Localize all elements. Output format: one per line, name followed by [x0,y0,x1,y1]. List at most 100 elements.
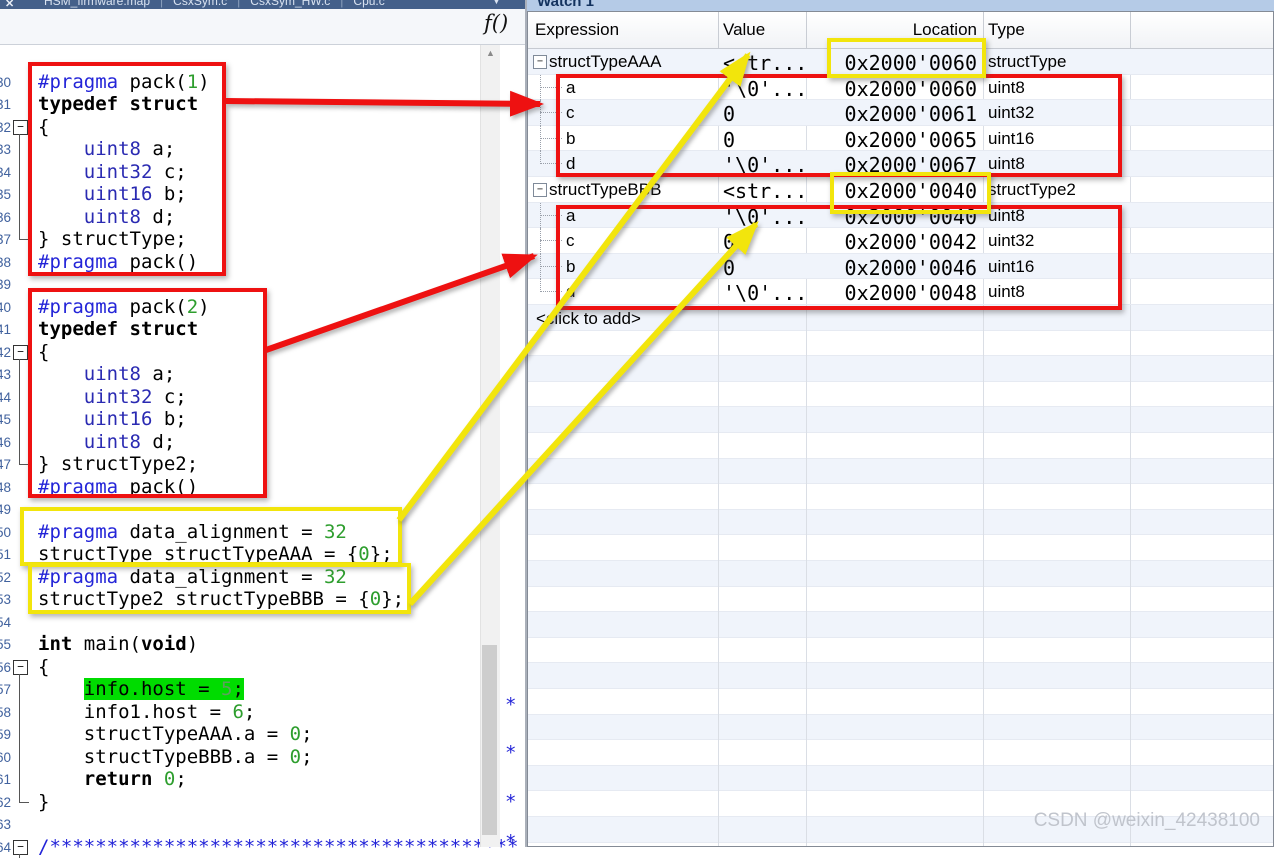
watch-expression: d [566,282,576,302]
watch-empty-row [528,433,1273,459]
watch-row-a[interactable]: a '\0'... 0x2000'0040 uint8 [528,202,1273,229]
watch-empty-row [528,356,1273,382]
code-editor-pane: ✕ HSM_firmware.map | CsxSym.c | CsxSym_HW.c |… [0,0,527,858]
fold-margin [12,251,36,274]
watch-type: structType [988,52,1067,71]
tree-line [540,240,562,242]
column-header-type[interactable]: Type [988,20,1025,39]
tab-list: HSM_firmware.map | CsxSym.c | CsxSym_HW.c | Cp… [34,0,395,8]
code-line-60: 60 structTypeBBB.a = 0; [0,745,525,769]
column-header-value[interactable]: Value [723,20,766,39]
fold-margin: − [12,341,36,364]
code-text: typedef struct [38,318,199,341]
watch-empty-row [528,714,1273,741]
column-header-expression[interactable]: Expression [535,20,620,39]
tab-Cpu.c[interactable]: Cpu.c [353,0,385,8]
watermark: CSDN @weixin_42438100 [1033,810,1260,831]
tab-separator: | [160,0,164,8]
watch-row-a[interactable]: a '\0'... 0x2000'0060 uint8 [528,74,1273,101]
watch-empty-row [528,689,1273,715]
fold-line [19,183,20,206]
fold-collapse-icon[interactable]: − [13,659,28,675]
watch-grid: <click to add> − structTypeAAA <str... 0x20… [528,49,1273,846]
watch-empty-row [528,407,1273,433]
watch-empty-row [528,740,1273,766]
fold-collapse-icon[interactable]: − [13,119,28,135]
code-text: structTypeAAA.a = 0; [38,723,313,746]
code-text: { [38,115,50,138]
code-text: structType structTypeAAA = {0}; [38,543,393,566]
watch-empty-row [528,509,1273,536]
column-header-location[interactable]: Location [912,20,977,39]
line-number: 50 [0,524,11,540]
fold-collapse-icon[interactable]: − [13,344,28,360]
watch-expression: structTypeBBB [549,180,662,199]
line-number: 63 [0,817,11,833]
watch-location: 0x2000'0042 [844,230,977,255]
tab-HSM_firmware.map[interactable]: HSM_firmware.map [44,0,151,8]
line-number: 32 [0,119,11,135]
column-divider[interactable] [718,12,719,48]
fold-margin [12,723,36,746]
tab-overflow-chevron-icon[interactable]: ▼ [492,0,501,6]
expand-toggle-icon[interactable]: − [533,183,547,197]
tree-line [540,86,562,88]
watch-row-b[interactable]: b 0 0x2000'0065 uint16 [528,125,1273,152]
tab-CsxSym_HW.c[interactable]: CsxSym_HW.c [250,0,331,8]
watch-add-row[interactable]: <click to add> [536,309,641,328]
line-number: 35 [0,187,11,203]
fold-margin [12,93,36,116]
expand-toggle-icon[interactable]: − [533,55,547,69]
column-divider[interactable] [806,12,807,48]
watch-row-structTypeAAA[interactable]: − structTypeAAA <str... 0x2000'0060 structTy… [528,49,1273,75]
fold-collapse-icon[interactable]: − [13,839,28,855]
code-text: #pragma pack() [38,250,199,273]
fold-margin [12,476,36,499]
watch-location: 0x2000'0067 [844,153,977,178]
tab-separator: | [340,0,344,8]
line-number: 59 [0,727,11,743]
watch-empty-row [528,663,1273,689]
watch-empty-row [528,458,1273,485]
watch-empty-row [528,331,1273,357]
code-line-40: 40 #pragma pack(2) [0,296,525,319]
column-divider[interactable] [983,12,984,48]
code-text: structTypeBBB.a = 0; [38,745,313,768]
fold-margin [12,498,36,521]
fold-line [19,430,20,454]
fold-margin [12,543,36,566]
function-list-button[interactable]: f() [484,11,509,35]
fold-line [19,768,20,791]
watch-value: '\0'... [723,153,808,178]
fold-line [19,745,20,769]
column-divider[interactable] [1130,12,1131,48]
close-icon[interactable]: ✕ [5,0,15,9]
watch-row-b[interactable]: b 0 0x2000'0046 uint16 [528,253,1273,280]
highlighted-code: ; [232,678,244,701]
line-number: 62 [0,794,11,810]
watch-row-d[interactable]: d '\0'... 0x2000'0048 uint8 [528,279,1273,305]
code-area[interactable]: 30#pragma pack(1)31typedef struct32−{33 … [0,45,525,858]
line-number: 44 [0,389,11,405]
code-line-39: 39 [0,273,525,296]
watch-type: uint8 [988,282,1025,302]
watch-row-c[interactable]: c 0 0x2000'0042 uint32 [528,228,1273,254]
scrollbar-up-arrow-icon[interactable]: ▲ [481,45,500,62]
watch-row-d[interactable]: d '\0'... 0x2000'0067 uint8 [528,151,1273,177]
line-number: 37 [0,232,11,248]
tab-CsxSym.c[interactable]: CsxSym.c [173,0,228,8]
margin-asterisk-mark: * [505,694,517,716]
fold-line [19,790,20,803]
code-line-61: 61 return 0; [0,768,525,791]
watch-empty-row [528,535,1273,561]
scrollbar-thumb[interactable] [482,645,497,835]
highlighted-code: info.host = [83,678,222,701]
line-number: 40 [0,299,11,315]
watch-empty-row [528,612,1273,638]
watch-row-c[interactable]: c 0 0x2000'0061 uint32 [528,100,1273,126]
fold-line [19,205,20,229]
tree-line [540,112,562,114]
code-text: #pragma pack(1) [38,70,210,93]
watch-empty-row [528,561,1273,587]
watch-row-structTypeBBB[interactable]: − structTypeBBB <str... 0x2000'0040 structTy… [528,177,1273,203]
